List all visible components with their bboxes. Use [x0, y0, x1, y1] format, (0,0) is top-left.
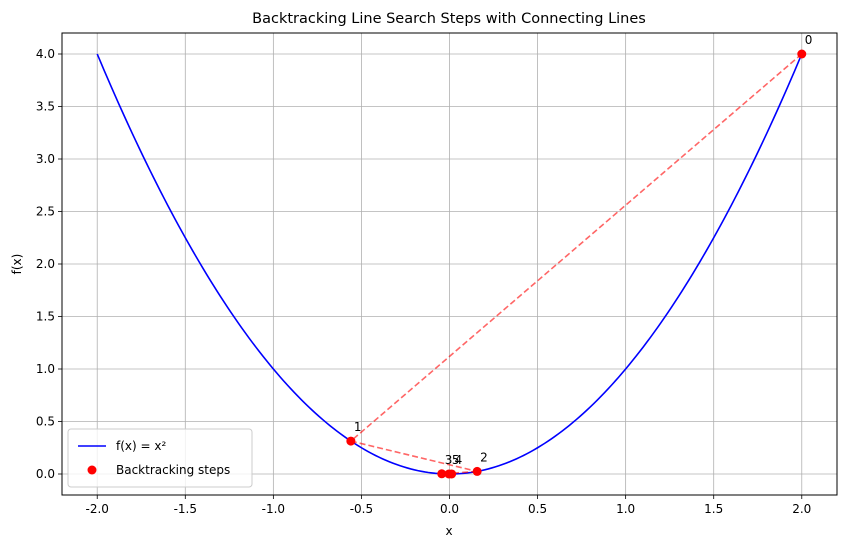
step-label: 5 [452, 453, 460, 467]
step-point [472, 466, 482, 476]
x-tick-label: 0.0 [440, 502, 459, 516]
legend: f(x) = x² Backtracking steps [67, 428, 253, 488]
step-connecting-line [350, 440, 478, 473]
x-tick-label: -1.5 [174, 502, 197, 516]
x-tick-label: 1.5 [704, 502, 723, 516]
step-point [444, 469, 454, 479]
y-tick-label: 2.5 [36, 205, 55, 219]
x-tick-label: 1.0 [616, 502, 635, 516]
x-tick-label: -2.0 [86, 502, 109, 516]
y-tick-label: 3.5 [36, 100, 55, 114]
y-tick-label: 0.5 [36, 415, 55, 429]
step-point [437, 469, 447, 479]
legend-label-curve: f(x) = x² [116, 439, 166, 453]
step-connecting-line [350, 53, 803, 442]
x-tick-label: -0.5 [350, 502, 373, 516]
step-label: 3 [445, 453, 453, 467]
step-label: 1 [354, 420, 362, 434]
step-point [797, 49, 807, 59]
step-label: 0 [805, 33, 813, 47]
y-tick-label: 4.0 [36, 47, 55, 61]
y-tick-label: 1.0 [36, 362, 55, 376]
x-tick-label: 2.0 [792, 502, 811, 516]
x-tick-label: -1.0 [262, 502, 285, 516]
grid [62, 33, 837, 495]
y-tick-label: 3.0 [36, 152, 55, 166]
y-axis-label: f(x) [10, 254, 24, 275]
legend-marker-swatch [87, 465, 97, 475]
legend-label-steps: Backtracking steps [116, 463, 230, 477]
step-point [346, 436, 356, 446]
y-tick-label: 1.5 [36, 310, 55, 324]
chart-title: Backtracking Line Search Steps with Conn… [252, 11, 646, 27]
x-axis-label: x [445, 524, 452, 538]
axis-ticks: -2.0 -1.5 -1.0 -0.5 0.0 0.5 1.0 1.5 2.0 0.0 0.5 1.0… [36, 47, 811, 516]
y-tick-label: 0.0 [36, 467, 55, 481]
x-tick-label: 0.5 [528, 502, 547, 516]
y-tick-label: 2.0 [36, 257, 55, 271]
step-label: 4 [455, 453, 463, 467]
plot-area: 0 1 2 3 45 [96, 33, 813, 479]
legend-box [67, 428, 253, 488]
step-label: 2 [480, 450, 488, 464]
